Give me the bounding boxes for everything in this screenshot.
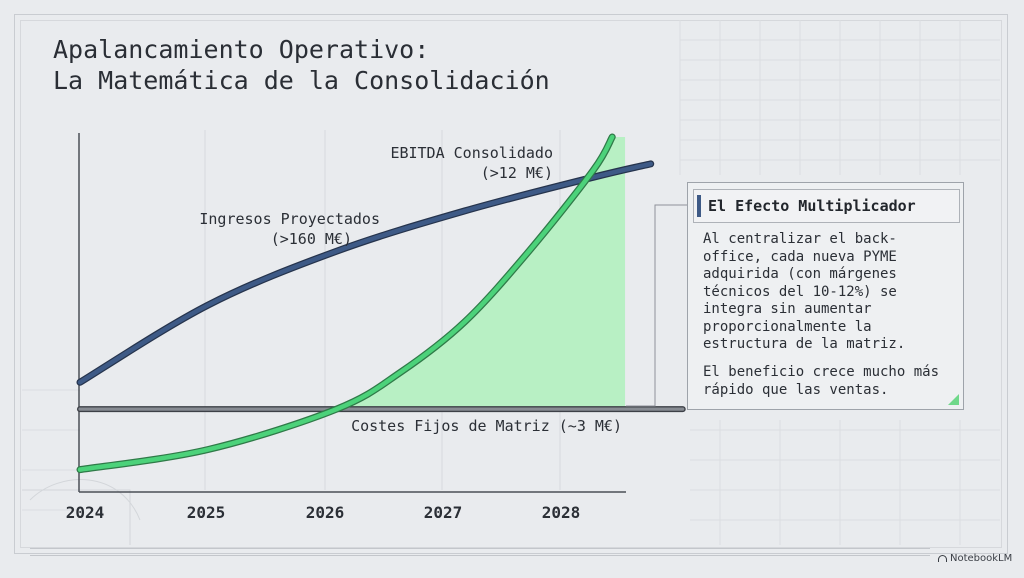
chart-labels: EBITDA Consolidado (>12 M€) Ingresos Proye… — [199, 144, 622, 435]
slide-title: Apalancamiento Operativo: La Matemática … — [53, 34, 550, 96]
callout-header: El Efecto Multiplicador — [693, 189, 960, 223]
ebitda-line — [77, 134, 615, 472]
multiplier-effect-callout: El Efecto Multiplicador Al centralizar e… — [687, 182, 964, 410]
deco-corner — [22, 489, 131, 545]
callout-title: El Efecto Multiplicador — [708, 197, 916, 215]
x-tick-label: 2027 — [424, 503, 463, 522]
callout-connector — [626, 204, 687, 407]
bottom-band — [30, 548, 930, 556]
notebooklm-brand: NotebookLM — [938, 553, 1012, 564]
revenue-label-line-1: Ingresos Proyectados — [199, 210, 380, 228]
x-tick-label: 2026 — [306, 503, 345, 522]
ebitda-label-line-2: (>12 M€) — [481, 164, 553, 182]
plot-area — [76, 133, 687, 493]
deco-arc — [29, 479, 141, 521]
brand-label: NotebookLM — [950, 553, 1013, 564]
slide-title-line-1: Apalancamiento Operativo: — [53, 35, 430, 64]
x-tick-label: 2025 — [187, 503, 226, 522]
callout-corner-mark — [948, 394, 959, 405]
callout-body: Al centralizar el back-office, cada nuev… — [703, 231, 906, 352]
fixed-cost-label: Costes Fijos de Matriz (~3 M€) — [351, 417, 622, 435]
inner-frame — [20, 20, 1002, 548]
x-tick-label: 2024 — [66, 503, 105, 522]
outer-frame — [14, 14, 1008, 554]
notebooklm-logo-icon — [938, 555, 947, 562]
ebitda-label-line-1: EBITDA Consolidado — [390, 144, 553, 162]
callout-accent-bar — [697, 195, 701, 217]
callout-footer: El beneficio crece mucho más rápido que … — [703, 364, 940, 398]
background-grid — [22, 20, 1000, 545]
slide-title-line-2: La Matemática de la Consolidación — [53, 66, 550, 95]
x-tick-label: 2028 — [542, 503, 581, 522]
x-axis-ticks: 2024 2025 2026 2027 2028 — [66, 503, 581, 522]
revenue-label-line-2: (>160 M€) — [271, 230, 352, 248]
